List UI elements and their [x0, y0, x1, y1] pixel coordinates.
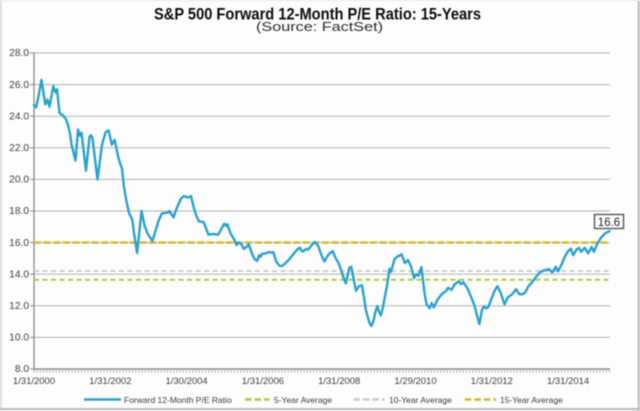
svg-text:1/31/2000: 1/31/2000 [13, 376, 55, 387]
svg-text:(Source: FactSet): (Source: FactSet) [256, 20, 383, 34]
svg-text:1/31/2012: 1/31/2012 [471, 376, 513, 387]
svg-text:10-Year Average: 10-Year Average [389, 395, 452, 405]
svg-text:14.0: 14.0 [9, 269, 29, 280]
svg-text:12.0: 12.0 [9, 301, 29, 312]
svg-text:1/30/2004: 1/30/2004 [165, 376, 207, 387]
svg-text:1/31/2014: 1/31/2014 [547, 376, 589, 387]
svg-text:1/31/2002: 1/31/2002 [89, 376, 131, 387]
svg-text:8.0: 8.0 [15, 364, 29, 375]
svg-text:20.0: 20.0 [9, 175, 29, 186]
svg-text:26.0: 26.0 [9, 80, 29, 91]
svg-text:5-Year Average: 5-Year Average [274, 395, 332, 405]
svg-text:16.6: 16.6 [598, 217, 620, 229]
svg-text:16.0: 16.0 [9, 238, 29, 249]
svg-text:1/31/2006: 1/31/2006 [242, 376, 284, 387]
svg-text:10.0: 10.0 [9, 333, 29, 344]
svg-text:15-Year Average: 15-Year Average [500, 395, 563, 405]
svg-text:24.0: 24.0 [9, 111, 29, 122]
svg-text:18.0: 18.0 [9, 206, 29, 217]
svg-text:28.0: 28.0 [9, 48, 29, 59]
svg-text:22.0: 22.0 [9, 143, 29, 154]
svg-text:1/29/2010: 1/29/2010 [394, 376, 436, 387]
svg-text:S&P 500 Forward 12-Month P/E R: S&P 500 Forward 12-Month P/E Ratio: 15-Y… [154, 5, 481, 24]
svg-text:Forward 12-Month P/E Ratio: Forward 12-Month P/E Ratio [124, 395, 232, 405]
svg-text:1/31/2008: 1/31/2008 [318, 376, 360, 387]
